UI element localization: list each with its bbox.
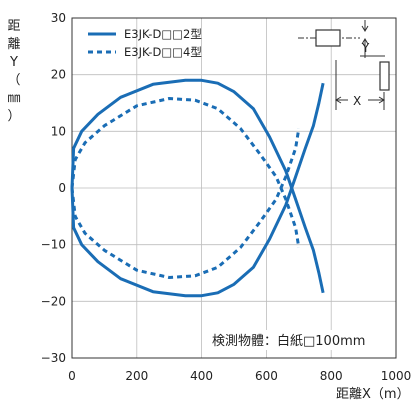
y-tick-label: −10 <box>41 238 66 252</box>
y-axis-label-char: （ <box>7 73 20 88</box>
x-axis-label: 距離X（m） <box>336 387 410 402</box>
annotation-background <box>208 330 370 350</box>
y-axis-label-char: 距 <box>7 19 20 34</box>
x-tick-label: 200 <box>125 369 148 383</box>
y-axis-label-char: ） <box>7 109 20 124</box>
x-arrowhead-left <box>335 96 342 104</box>
grid <box>72 18 396 358</box>
y-axis-label-char: 離 <box>7 37 20 52</box>
y-tick-label: 20 <box>51 68 66 82</box>
series-group <box>70 78 325 298</box>
inset-x-label: X <box>353 94 361 108</box>
series-2-upper-line <box>70 97 301 248</box>
x-tick-label: 1000 <box>381 369 412 383</box>
y-arrowhead-top <box>361 25 369 32</box>
emitter-box-icon <box>315 29 341 47</box>
annotation-text: 検測物體：白紙□100mm <box>212 333 365 349</box>
legend-label-2: E3JK-D□□4型 <box>124 45 202 59</box>
reflector-box-icon <box>379 61 390 91</box>
legend-label-1: E3JK-D□□2型 <box>124 27 202 41</box>
y-tick-label: 10 <box>51 124 66 138</box>
series-2-lower-line <box>70 128 301 279</box>
x-tick-label: 400 <box>190 369 213 383</box>
y-tick-label: −30 <box>41 351 66 365</box>
x-tick-label: 0 <box>68 369 76 383</box>
y-tick-label: 0 <box>58 181 66 195</box>
series-1-upper-line <box>70 78 325 294</box>
series-1-lower-line <box>70 82 325 298</box>
y-tick-labels: −30 −20 −10 0 10 20 30 <box>41 11 66 365</box>
legend: E3JK-D□□2型 E3JK-D□□4型 <box>88 27 202 59</box>
x-tick-label: 600 <box>255 369 278 383</box>
x-arrowhead-right <box>378 96 385 104</box>
y-axis-label-char: Y <box>9 55 18 70</box>
x-tick-label: 800 <box>320 369 343 383</box>
y-axis-label: 距離Y （ ㎜ ） <box>7 19 20 124</box>
y-axis-label-char: ㎜ <box>7 91 20 106</box>
y-arrowhead-bottom <box>361 38 369 45</box>
y-tick-label: −20 <box>41 294 66 308</box>
x-tick-labels: 0 200 400 600 800 1000 <box>68 369 411 383</box>
y-tick-label: 30 <box>51 11 66 25</box>
sensor-setup-diagram: Y X <box>298 20 390 110</box>
inset-y-label: Y <box>361 41 370 55</box>
